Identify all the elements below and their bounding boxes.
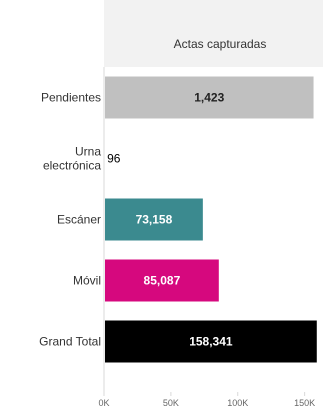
category-label-line: Urna [75,145,101,159]
x-tick-label-1: 50K [163,398,179,408]
bar-3 [105,259,219,302]
category-label-line: Escáner [57,213,101,227]
value-label-1: 96 [107,152,121,166]
column-header-band [104,0,323,67]
value-labels-group: 1,423 96 73,158 85,087 158,341 [107,91,233,349]
value-label-3: 85,087 [144,274,181,288]
category-label-line: electrónica [43,159,101,173]
category-label-3: Móvil [73,274,101,288]
x-tick-label-2: 100K [227,398,248,408]
x-axis-ticks-group: 0K 50K 100K 150K [98,392,315,408]
category-label-1: Urna electrónica [43,145,101,173]
value-label-0: 1,423 [194,91,224,105]
bar-0 [105,76,314,119]
category-label-2: Escáner [57,213,101,227]
category-labels-group: Pendientes Urna electrónica Escáner Móvil Gra… [39,91,101,349]
category-label-0: Pendientes [41,91,101,105]
bar-2 [105,198,203,241]
bar-4 [105,320,317,363]
x-tick-label-0: 0K [98,398,109,408]
bars-group [105,76,317,363]
category-label-line: Pendientes [41,91,101,105]
category-label-4: Grand Total [39,335,101,349]
x-tick-label-3: 150K [294,398,315,408]
column-header-label: Actas capturadas [174,37,267,51]
category-label-line: Móvil [73,274,101,288]
value-label-2: 73,158 [136,213,173,227]
category-label-line: Grand Total [39,335,101,349]
value-label-4: 158,341 [189,335,233,349]
